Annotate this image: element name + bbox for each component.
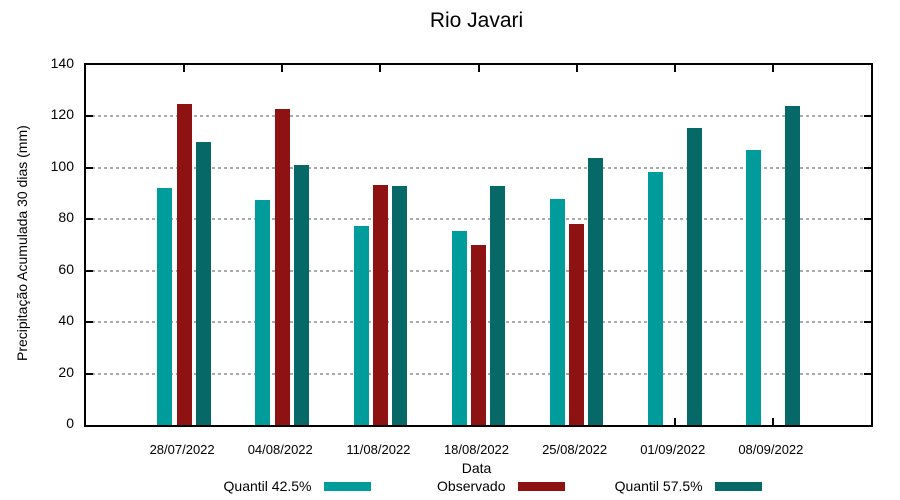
bar-quantil-42.5--25/08/2022 xyxy=(549,198,565,425)
x-tick-mark xyxy=(575,65,578,72)
bar-observado-25/08/2022 xyxy=(569,224,585,425)
bar-observado-04/08/2022 xyxy=(274,108,290,425)
bar-observado-11/08/2022 xyxy=(372,184,388,425)
y-tick-mark xyxy=(864,321,871,324)
x-tick-mark xyxy=(673,65,676,72)
x-tick-label: 11/08/2022 xyxy=(346,442,411,457)
legend-label: Quantil 42.5% xyxy=(223,478,312,494)
bar-quantil-42.5--28/07/2022 xyxy=(157,188,173,425)
chart-title: Rio Javari xyxy=(429,9,524,32)
legend-item: Observado xyxy=(437,477,565,495)
gridline xyxy=(86,115,871,118)
y-tick-mark xyxy=(864,115,871,118)
bar-quantil-42.5--11/08/2022 xyxy=(353,225,369,425)
bar-observado-18/08/2022 xyxy=(471,245,486,425)
y-tick-mark xyxy=(864,218,871,221)
y-tick-mark xyxy=(86,218,93,221)
y-tick-label: 120 xyxy=(50,106,74,123)
x-tick-label: 01/09/2022 xyxy=(640,442,706,457)
y-tick-mark xyxy=(86,269,93,272)
y-tick-label: 20 xyxy=(58,363,74,380)
x-tick-label: 25/08/2022 xyxy=(542,442,608,457)
x-tick-mark xyxy=(477,65,480,72)
x-tick-mark xyxy=(379,65,382,72)
gridline xyxy=(86,166,871,169)
x-tick-label: 18/08/2022 xyxy=(443,442,510,457)
x-tick-label: 28/07/2022 xyxy=(149,442,215,457)
y-tick-label: 0 xyxy=(66,415,74,431)
x-tick-label: 04/08/2022 xyxy=(247,442,313,457)
x-tick-mark xyxy=(183,65,186,72)
bar-observado-28/07/2022 xyxy=(176,103,192,425)
legend-item: Quantil 42.5% xyxy=(224,477,371,495)
legend-label: Quantil 57.5% xyxy=(614,478,703,494)
legend-item: Quantil 57.5% xyxy=(615,477,762,495)
y-tick-label: 140 xyxy=(50,55,74,71)
y-tick-mark xyxy=(864,269,871,272)
bar-quantil-57.5--04/08/2022 xyxy=(294,165,310,425)
y-tick-mark xyxy=(86,166,93,169)
x-tick-mark xyxy=(771,65,774,72)
y-tick-mark xyxy=(864,166,871,169)
y-tick-mark xyxy=(864,372,871,375)
y-tick-label: 100 xyxy=(50,157,74,174)
y-tick-label: 60 xyxy=(58,260,74,277)
gridline xyxy=(86,218,871,221)
bar-quantil-57.5--18/08/2022 xyxy=(490,185,506,425)
bar-quantil-42.5--04/08/2022 xyxy=(255,200,271,425)
bar-quantil-42.5--18/08/2022 xyxy=(451,230,467,425)
bar-quantil-57.5--11/08/2022 xyxy=(392,185,408,425)
bar-quantil-42.5--08/09/2022 xyxy=(746,149,762,425)
x-axis-title: Data xyxy=(461,460,492,476)
x-tick-mark xyxy=(673,418,676,425)
y-tick-mark xyxy=(86,115,93,118)
x-tick-mark xyxy=(771,418,774,425)
x-tick-mark xyxy=(281,65,284,72)
bar-quantil-57.5--25/08/2022 xyxy=(588,157,604,425)
legend-swatch xyxy=(323,481,371,491)
y-tick-label: 80 xyxy=(58,209,74,226)
y-tick-label: 40 xyxy=(58,312,74,329)
x-tick-label: 08/09/2022 xyxy=(738,442,804,457)
legend-label: Observado xyxy=(437,478,506,494)
legend-swatch xyxy=(517,481,565,491)
bar-quantil-42.5--01/09/2022 xyxy=(647,171,663,425)
y-tick-mark xyxy=(86,321,93,324)
bar-quantil-57.5--28/07/2022 xyxy=(195,142,211,425)
legend-swatch xyxy=(714,481,762,491)
plot-area xyxy=(84,63,873,427)
bar-quantil-57.5--01/09/2022 xyxy=(686,128,702,425)
bar-quantil-57.5--08/09/2022 xyxy=(784,106,800,425)
y-tick-mark xyxy=(86,372,93,375)
